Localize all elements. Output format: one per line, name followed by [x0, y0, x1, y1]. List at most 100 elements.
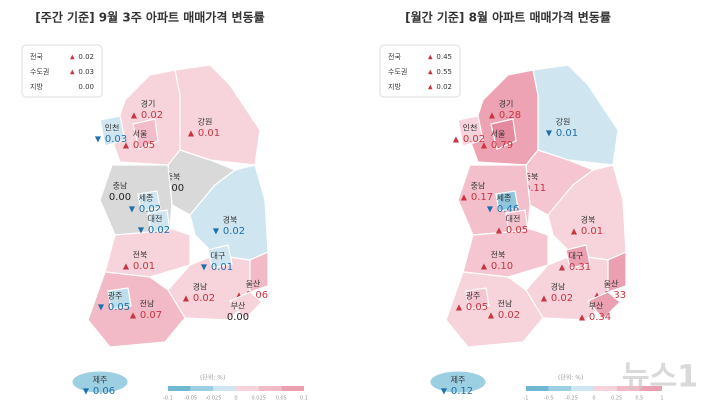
region: [429, 370, 487, 394]
summary-arrow: ▲: [428, 69, 433, 76]
region: [495, 190, 519, 212]
summary-label: 수도권: [30, 68, 49, 76]
legend-tick: -0.25: [565, 396, 578, 402]
region-arrow: ▲: [481, 141, 488, 150]
region-arrow: ▲: [123, 262, 130, 271]
region-value: 0.01: [556, 128, 578, 139]
region-arrow: ▼: [138, 226, 145, 235]
region-value: 0.00: [162, 183, 184, 194]
region-arrow: ▼: [129, 205, 136, 214]
region-name: 경기: [499, 99, 514, 109]
legend-tick: -1: [524, 396, 529, 402]
region: [132, 118, 159, 150]
region-arrow: ▲: [456, 303, 463, 312]
legend-swatch: [526, 386, 549, 391]
region-value: 0.05: [466, 302, 488, 313]
region-name: 부산: [589, 301, 604, 311]
region-value: 0.01: [581, 226, 603, 237]
region-arrow: ▲: [594, 291, 601, 300]
summary-box: [21, 44, 103, 98]
region-arrow: ▼: [83, 387, 90, 396]
region-arrow: ▼: [213, 227, 220, 236]
region-value: 0.01: [198, 128, 220, 139]
summary-label: 지방: [388, 82, 401, 91]
region-value: 0.05: [506, 225, 528, 236]
region-name: 전남: [498, 299, 513, 309]
region-value: 0.06: [93, 386, 115, 397]
region-arrow: ▼: [487, 205, 494, 214]
region-arrow: ▲: [236, 291, 243, 300]
region-arrow: ▲: [571, 227, 578, 236]
summary-arrow: ▲: [70, 69, 75, 76]
region-value: 0.02: [139, 204, 161, 215]
legend-swatch: [548, 386, 572, 391]
region-arrow: ▲: [130, 311, 137, 320]
region-name: 인천: [463, 123, 478, 133]
region-value: 0.07: [140, 310, 162, 321]
legend-swatch: [236, 386, 259, 391]
region-value: 0.02: [498, 310, 520, 321]
legend-swatch: [281, 386, 304, 391]
region-value: 0.46: [497, 204, 519, 215]
legend-tick: 0.5: [635, 396, 643, 402]
region-name: 전북: [491, 250, 506, 260]
summary-label: 전국: [388, 52, 401, 61]
region-name: 전북: [133, 250, 148, 260]
region-value: 0.17: [471, 192, 493, 203]
region-arrow: ▼: [98, 303, 105, 312]
legend-tick: 0.25: [611, 396, 622, 402]
region: [505, 209, 529, 233]
region-value: 0.02: [193, 293, 215, 304]
region-name: 대전: [506, 214, 521, 224]
region-name: 서울: [491, 130, 506, 139]
region-name: 충남: [471, 182, 486, 191]
region: [207, 244, 233, 269]
region-name: 대구: [569, 252, 584, 261]
legend-swatch: [571, 386, 594, 391]
region-value: 0.31: [569, 262, 591, 273]
region-name: 울산: [246, 279, 261, 289]
legend-swatch: [594, 386, 617, 391]
legend-tick: 0.05: [276, 396, 287, 402]
region-name: 대전: [148, 214, 163, 224]
region-arrow: ▲: [559, 263, 566, 272]
region-arrow: ▼: [95, 135, 102, 144]
region-arrow: ▲: [488, 311, 495, 320]
region-name: 경북: [223, 215, 238, 225]
region-value: 0.01: [211, 262, 233, 273]
region-name: 부산: [231, 301, 246, 311]
region-value: 0.05: [108, 302, 130, 313]
region-value: 0.02: [223, 226, 245, 237]
region: [565, 244, 591, 269]
legend-tick: 0.025: [252, 396, 266, 402]
legend-swatch: [616, 386, 640, 391]
region-name: 울산: [604, 279, 619, 289]
region-name: 전남: [140, 299, 155, 309]
legend-swatch: [213, 386, 236, 391]
legend-tick: 0.1: [300, 396, 308, 402]
summary-label: 수도권: [388, 68, 407, 76]
region-value: 0.34: [589, 312, 611, 323]
region-name: 광주: [108, 291, 123, 301]
region-arrow: ▲: [183, 294, 190, 303]
summary-value: 0.45: [436, 53, 452, 61]
region-value: 0.02: [148, 225, 170, 236]
region-name: 세종: [497, 194, 512, 203]
region-arrow: ▼: [546, 129, 553, 138]
summary-arrow: ▲: [70, 54, 75, 61]
region-name: 대구: [211, 252, 226, 261]
region-arrow: ▼: [441, 387, 448, 396]
summary-value: 0.55: [436, 68, 452, 76]
region-name: 제주: [93, 376, 108, 385]
region: [587, 291, 621, 320]
summary-value: 0.03: [78, 68, 94, 76]
region-arrow: ▲: [481, 262, 488, 271]
region-arrow: ▲: [541, 294, 548, 303]
region-name: 제주: [451, 376, 466, 385]
region: [490, 118, 517, 150]
region-arrow: ▲: [131, 111, 138, 120]
region-value: 0.06: [246, 290, 268, 301]
region: [607, 251, 627, 293]
legend-tick: 0: [592, 396, 595, 402]
